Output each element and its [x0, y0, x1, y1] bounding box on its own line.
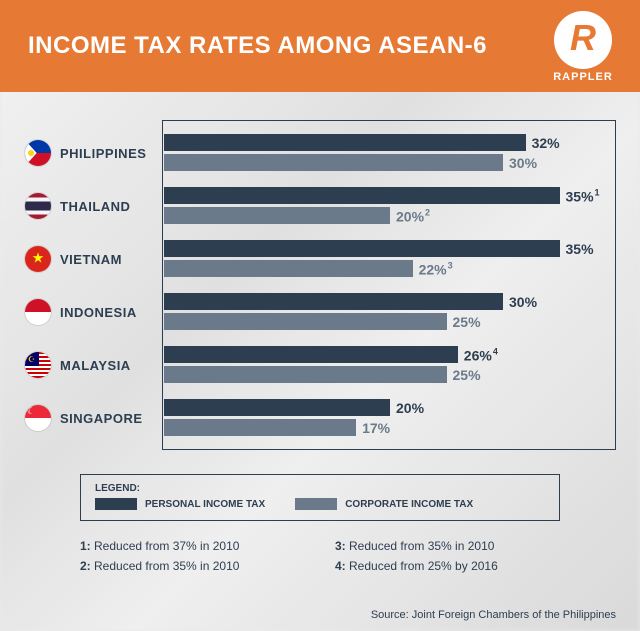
bar-label-personal: 30% — [509, 294, 537, 310]
flag-icon-id — [24, 298, 52, 326]
bar-group: 35% 22%3 — [164, 237, 616, 281]
flag-icon-vn: ★ — [24, 245, 52, 273]
bar-group: 35%1 20%2 — [164, 184, 616, 228]
bar-corporate: 20%2 — [164, 207, 390, 224]
country-row-thailand: THAILAND 35%1 20%2 — [24, 181, 616, 231]
bar-corporate: 25% — [164, 366, 447, 383]
legend-item: CORPORATE INCOME TAX — [295, 498, 473, 510]
bar-corporate: 17% — [164, 419, 356, 436]
footnote: 2: Reduced from 35% in 2010 — [80, 559, 305, 573]
footnote: 1: Reduced from 37% in 2010 — [80, 539, 305, 553]
logo-letter: R — [570, 17, 596, 59]
logo-circle-icon: R — [554, 11, 612, 69]
bar-group: 20% 17% — [164, 396, 616, 440]
footnote: 4: Reduced from 25% by 2016 — [335, 559, 560, 573]
bar-personal: 30% — [164, 293, 503, 310]
legend-label: CORPORATE INCOME TAX — [345, 499, 473, 510]
bar-personal: 32% — [164, 134, 526, 151]
country-label: THAILAND — [60, 199, 130, 214]
header: INCOME TAX RATES AMONG ASEAN-6 R RAPPLER — [0, 0, 640, 92]
bar-personal: 26%4 — [164, 346, 458, 363]
flag-icon-sg: ☾ — [24, 404, 52, 432]
country-row-singapore: ☾ SINGAPORE 20% 17% — [24, 393, 616, 443]
country-row-philippines: PHILIPPINES 32% 30% — [24, 128, 616, 178]
country-label: INDONESIA — [60, 305, 137, 320]
legend-title: LEGEND: — [95, 483, 545, 494]
flag-icon-ph — [24, 139, 52, 167]
country-label: VIETNAM — [60, 252, 122, 267]
bar-label-corporate: 22%3 — [419, 260, 453, 277]
bar-label-personal: 32% — [532, 135, 560, 151]
bar-label-corporate: 25% — [453, 367, 481, 383]
bar-personal: 35%1 — [164, 187, 560, 204]
bar-personal: 20% — [164, 399, 390, 416]
bar-group: 32% 30% — [164, 131, 616, 175]
country-label: MALAYSIA — [60, 358, 131, 373]
footnote: 3: Reduced from 35% in 2010 — [335, 539, 560, 553]
country-label: SINGAPORE — [60, 411, 143, 426]
logo-text: RAPPLER — [546, 71, 620, 83]
bar-label-personal: 26%4 — [464, 346, 498, 363]
country-label: PHILIPPINES — [60, 146, 146, 161]
flag-icon-my: ☪ — [24, 351, 52, 379]
bar-corporate: 25% — [164, 313, 447, 330]
chart-area: PHILIPPINES 32% 30% THAILAND 35%1 20%2 ★ VIETNA… — [24, 120, 616, 450]
page-title: INCOME TAX RATES AMONG ASEAN-6 — [28, 32, 487, 60]
country-row-indonesia: INDONESIA 30% 25% — [24, 287, 616, 337]
flag-icon-th — [24, 192, 52, 220]
bar-group: 26%4 25% — [164, 343, 616, 387]
bar-corporate: 30% — [164, 154, 503, 171]
bar-personal: 35% — [164, 240, 560, 257]
bar-label-corporate: 25% — [453, 314, 481, 330]
bar-label-personal: 35% — [566, 241, 594, 257]
legend-item: PERSONAL INCOME TAX — [95, 498, 265, 510]
bar-label-personal: 35%1 — [566, 187, 600, 204]
legend: LEGEND: PERSONAL INCOME TAX CORPORATE INC… — [80, 474, 560, 521]
rappler-logo: R RAPPLER — [546, 9, 620, 83]
bar-label-corporate: 17% — [362, 420, 390, 436]
bar-group: 30% 25% — [164, 290, 616, 334]
country-row-vietnam: ★ VIETNAM 35% 22%3 — [24, 234, 616, 284]
footnotes: 1: Reduced from 37% in 2010 3: Reduced fr… — [80, 539, 560, 573]
bar-label-personal: 20% — [396, 400, 424, 416]
bar-label-corporate: 20%2 — [396, 207, 430, 224]
country-row-malaysia: ☪ MALAYSIA 26%4 25% — [24, 340, 616, 390]
legend-swatch-icon — [95, 498, 137, 510]
bar-label-corporate: 30% — [509, 155, 537, 171]
legend-swatch-icon — [295, 498, 337, 510]
legend-label: PERSONAL INCOME TAX — [145, 499, 265, 510]
bar-corporate: 22%3 — [164, 260, 413, 277]
source-text: Source: Joint Foreign Chambers of the Ph… — [371, 609, 616, 621]
